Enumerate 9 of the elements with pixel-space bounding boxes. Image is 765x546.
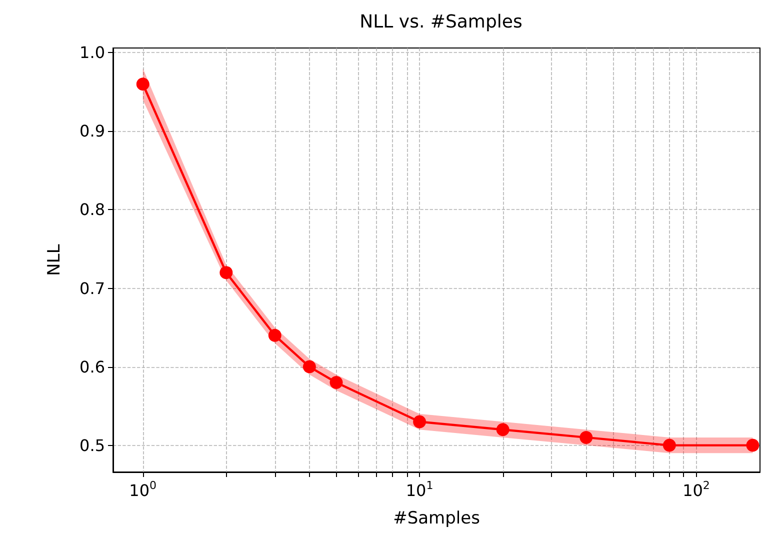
y-tick-label: 1.0 xyxy=(80,43,105,62)
y-tick-label: 0.9 xyxy=(80,122,105,141)
y-tick-label: 0.8 xyxy=(80,200,105,220)
chart-title: NLL vs. #Samples xyxy=(360,12,522,32)
y-axis-title: NLL xyxy=(44,244,64,276)
y-tick-label: 0.6 xyxy=(80,357,105,376)
y-tick-label: 0.7 xyxy=(80,278,105,298)
x-axis-title: #Samples xyxy=(393,508,480,528)
y-tick-label: 0.5 xyxy=(80,436,105,455)
